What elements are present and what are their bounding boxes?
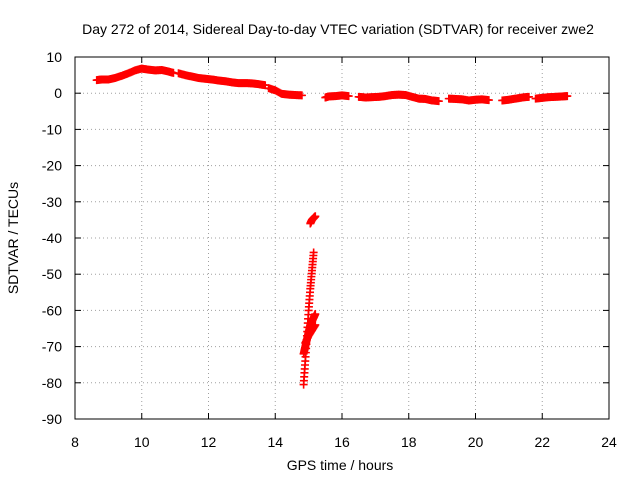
x-tick-label: 20 [468,434,484,450]
x-axis-label: GPS time / hours [287,457,394,473]
series-arc-10 [444,94,493,105]
data-point [297,91,306,100]
x-tick-label: 22 [534,434,550,450]
x-tick-label: 8 [71,434,79,450]
series-arc-8 [321,91,353,102]
y-tick-label: -70 [42,339,62,355]
data-point [311,320,320,329]
y-tick-labels: 10 0 -10 -20 -30 -40 -50 -60 -70 -80 -90 [42,49,62,427]
y-tick-label: -10 [42,121,62,137]
data-point [311,310,320,319]
x-tick-label: 18 [401,434,417,450]
series-arc-9 [354,90,443,106]
data-point [311,212,320,221]
y-tick-label: -30 [42,194,62,210]
y-axis-label: SDTVAR / TECUs [5,182,21,294]
y-tick-label: -50 [42,266,62,282]
y-tick-label: -20 [42,158,62,174]
chart-title: Day 272 of 2014, Sidereal Day-to-day VTE… [82,21,594,37]
series-arc-1 [92,64,178,85]
x-tick-label: 16 [334,434,350,450]
grid [75,57,609,419]
y-tick-label: 10 [46,49,62,65]
data-point [484,96,493,105]
series-arc-2 [174,69,270,90]
y-tick-label: -40 [42,230,62,246]
x-tick-label: 12 [201,434,217,450]
data-point [344,92,353,101]
series-arc-3 [264,84,306,100]
y-tick-label: 0 [54,85,62,101]
axis-ticks [74,56,610,420]
x-tick-label: 24 [601,434,617,450]
x-tick-label: 10 [134,434,150,450]
series-arc-7 [306,212,320,228]
data-point [434,97,443,106]
y-tick-label: -90 [42,411,62,427]
x-tick-labels: 8 10 12 14 16 18 20 22 24 [71,434,617,450]
data-points [92,64,572,389]
series-arc-6 [301,320,320,347]
y-tick-label: -60 [42,302,62,318]
series-arc-11 [498,92,533,105]
y-tick-label: -80 [42,375,62,391]
series-arc-12 [531,92,572,103]
data-point [309,248,318,257]
data-point [524,92,533,101]
x-tick-label: 14 [267,434,283,450]
data-point [563,92,572,101]
